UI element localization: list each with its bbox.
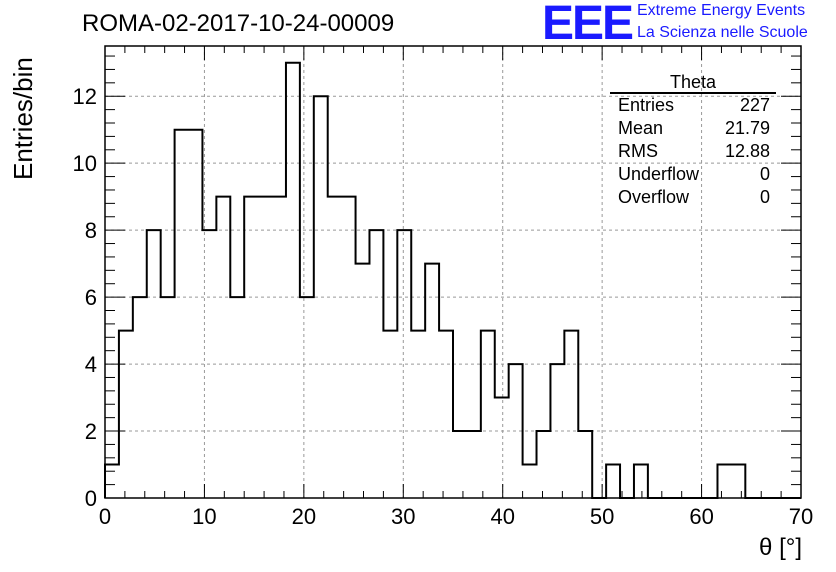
histogram-bin <box>397 230 411 498</box>
histogram-bin <box>537 431 551 498</box>
histogram-bin <box>300 297 314 498</box>
stats-label: RMS <box>618 141 658 161</box>
histogram-bin <box>147 230 161 498</box>
y-tick-label: 10 <box>73 151 97 176</box>
histogram-bin <box>411 331 425 498</box>
logo-line-2: La Scienza nelle Scuole <box>637 24 808 41</box>
histogram-bin <box>133 297 147 498</box>
x-tick-label: 60 <box>689 504 713 529</box>
stats-row-overflow: Overflow 0 <box>610 186 776 209</box>
x-tick-label: 40 <box>490 504 514 529</box>
histogram-bin <box>453 431 467 498</box>
histogram-bin <box>314 96 328 498</box>
histogram-bin <box>202 230 216 498</box>
y-tick-label: 6 <box>85 285 97 310</box>
x-tick-label: 50 <box>590 504 614 529</box>
histogram-bin <box>189 130 203 498</box>
stats-label: Overflow <box>618 187 690 207</box>
x-tick-label: 10 <box>192 504 216 529</box>
y-tick-label: 4 <box>85 352 97 377</box>
stats-value: 0 <box>759 164 770 184</box>
histogram-bin <box>230 297 244 498</box>
x-tick-label: 20 <box>292 504 316 529</box>
stats-label: Underflow <box>618 164 700 184</box>
histogram-bin <box>105 465 119 498</box>
stats-value: 0 <box>759 187 770 207</box>
histogram-bin <box>342 197 356 498</box>
histogram-bin <box>509 364 523 498</box>
x-tick-label: 0 <box>99 504 111 529</box>
x-tick-label: 70 <box>789 504 813 529</box>
plot-frame <box>104 45 802 499</box>
histogram-bin <box>216 197 230 498</box>
eee-logo-mark: EEE <box>542 0 634 50</box>
histogram-bin <box>439 331 453 498</box>
y-tick-label: 2 <box>85 419 97 444</box>
logo-line-1: Extreme Energy Events <box>637 2 806 19</box>
y-tick-label: 0 <box>85 486 97 511</box>
histogram-bin <box>523 465 537 498</box>
stats-box: Theta Entries 227 Mean 21.79 RMS 12.88 U… <box>610 72 776 209</box>
histogram-bin <box>606 465 620 498</box>
stats-box-title: Theta <box>610 72 776 94</box>
histogram-bin <box>328 197 342 498</box>
histogram-bin <box>244 197 258 498</box>
histogram-bin <box>578 431 592 498</box>
stats-row-underflow: Underflow 0 <box>610 163 776 186</box>
stats-value: 227 <box>739 95 770 115</box>
stats-label: Entries <box>618 95 675 115</box>
histogram-bin <box>272 197 286 498</box>
histogram-bin <box>634 465 648 498</box>
stats-value: 12.88 <box>724 141 770 161</box>
stats-label: Mean <box>618 118 664 138</box>
x-axis-label: θ [°] <box>759 534 802 561</box>
histogram-bin <box>425 264 439 498</box>
histogram-line <box>104 61 801 499</box>
histogram-bin <box>119 331 133 498</box>
histogram-bin <box>161 297 175 498</box>
stats-row-entries: Entries 227 <box>610 94 776 117</box>
x-tick-label: 30 <box>391 504 415 529</box>
histogram-bin <box>356 264 370 498</box>
histogram-bin <box>258 197 272 498</box>
stats-row-mean: Mean 21.79 <box>610 117 776 140</box>
chart-title: ROMA-02-2017-10-24-00009 <box>82 10 395 37</box>
histogram-bin <box>481 331 495 498</box>
histogram-bin <box>175 130 189 498</box>
histogram-bin <box>550 364 564 498</box>
histogram-bin <box>564 331 578 498</box>
histogram-bin <box>467 431 481 498</box>
histogram-bin <box>731 465 745 498</box>
stats-row-rms: RMS 12.88 <box>610 140 776 163</box>
histogram-bin <box>495 398 509 498</box>
histogram-bin <box>717 465 731 498</box>
histogram-bin <box>286 63 300 498</box>
y-tick-label: 8 <box>85 218 97 243</box>
histogram-bin <box>369 230 383 498</box>
y-tick-label: 12 <box>73 84 97 109</box>
stats-value: 21.79 <box>724 118 770 138</box>
histogram-bin <box>383 331 397 498</box>
